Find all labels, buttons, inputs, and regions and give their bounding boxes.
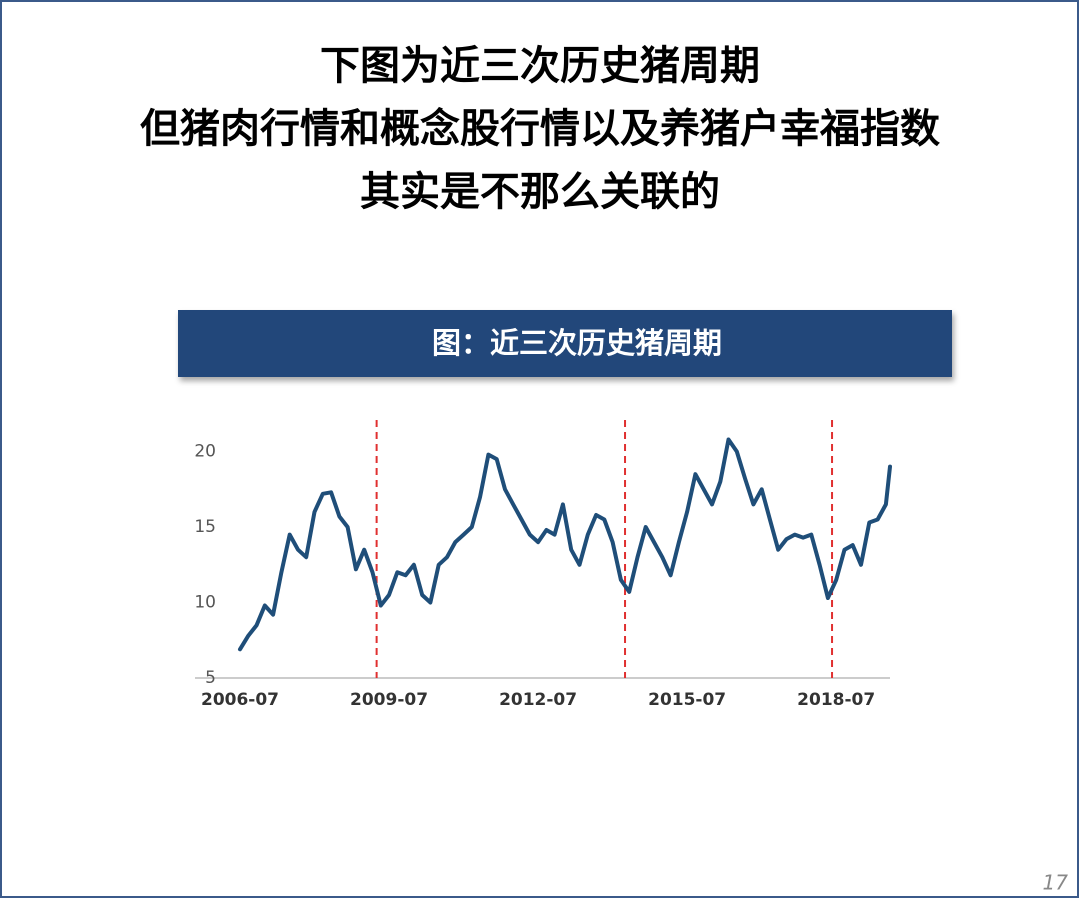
plot: 5 10 15 20 2006-07 2009-07 2012-07 2015-07 2018-…: [194, 420, 892, 710]
page-number: 17: [1043, 871, 1069, 895]
x-tick-label: 2015-07: [648, 690, 726, 710]
y-tick-label: 10: [194, 593, 216, 613]
chart-title: 图：近三次历史猪周期: [432, 326, 722, 360]
slide-title: 下图为近三次历史猪周期: [320, 43, 760, 89]
x-tick-label: 2009-07: [350, 690, 428, 710]
slide-title: 但猪肉行情和概念股行情以及养猪户幸福指数: [140, 106, 940, 152]
y-tick-label: 20: [194, 442, 216, 462]
x-tick-label: 2018-07: [797, 690, 875, 710]
chart-title-bar: [178, 310, 952, 377]
y-tick-label: 5: [205, 668, 216, 688]
slide-title: 其实是不那么关联的: [360, 169, 720, 215]
x-tick-label: 2006-07: [201, 690, 279, 710]
x-tick-label: 2012-07: [499, 690, 577, 710]
price-line: [238, 437, 892, 652]
y-tick-label: 15: [194, 517, 216, 537]
